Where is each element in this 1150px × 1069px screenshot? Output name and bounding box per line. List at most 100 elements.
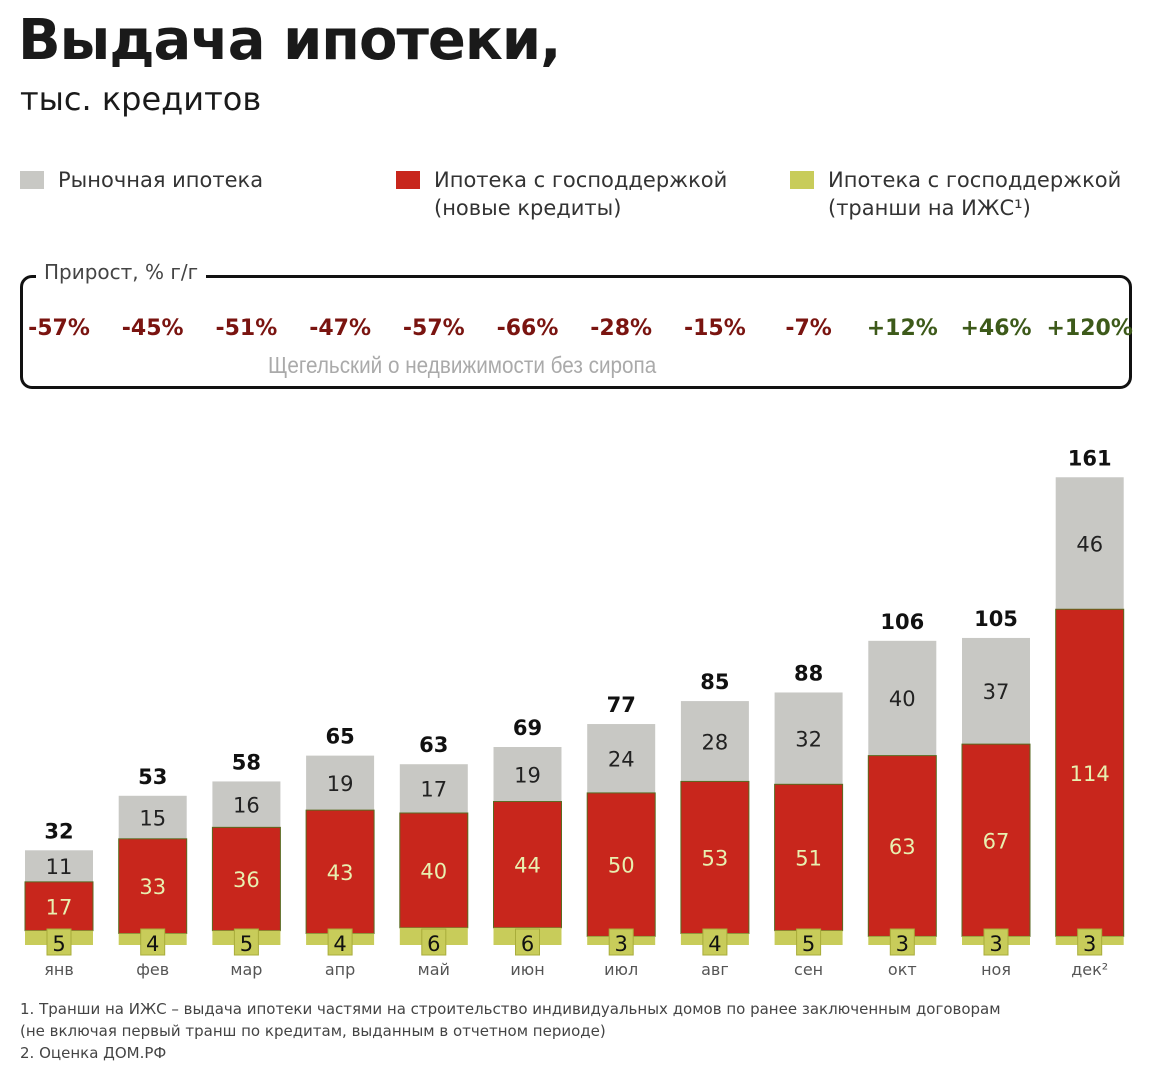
state-new-value: 67 [983,829,1010,853]
growth-value: +120% [1046,316,1133,341]
market-value: 17 [420,778,447,802]
bar-state-new [961,743,1031,937]
legend-label: Ипотека с господдержкой [828,168,1122,192]
market-value: 37 [983,680,1010,704]
tranche-value: 6 [427,932,440,956]
bar-market [774,692,843,785]
tranche-value: 3 [989,932,1002,956]
x-tick-label: апр [325,960,355,979]
bar-state-new [305,809,375,935]
state-new-value: 36 [233,868,260,892]
bar-market [868,640,937,756]
market-value: 32 [795,727,822,751]
total-value: 161 [1068,446,1112,470]
tranche-label-box [327,928,353,956]
market-value: 19 [327,772,354,796]
market-value: 28 [702,730,729,754]
bar-market [25,850,93,882]
state-new-value: 44 [514,854,541,878]
tranche-label-box [421,928,447,956]
bar-market [587,724,656,793]
footnote-1: 1. Транши на ИЖС – выдача ипотеки частям… [20,1000,1001,1018]
growth-value: -28% [590,316,653,341]
bar-state-new [774,783,844,932]
bar-state-new [1055,608,1125,937]
watermark: Щегельский о недвижимости без сиропа [268,352,657,378]
total-value: 69 [513,716,542,740]
tranche-label-box [233,928,259,956]
market-value: 11 [46,855,73,879]
bar-market [493,747,562,802]
state-new-value: 53 [702,846,729,870]
legend-label2: (новые кредиты) [434,196,622,220]
total-value: 88 [794,661,823,685]
tranche-value: 4 [333,932,346,956]
state-new-value: 17 [46,895,73,919]
x-tick-label: май [418,960,450,979]
total-value: 63 [419,733,448,757]
footnotes: 1. Транши на ИЖС – выдача ипотеки частям… [20,998,1001,1064]
x-tick-label: ноя [981,960,1011,979]
tranche-value: 3 [1083,932,1096,956]
x-tick-label: сен [794,960,823,979]
growth-box-label: Прирост, % г/г [36,260,207,284]
state-new-value: 40 [420,859,447,883]
tranche-value: 5 [802,932,815,956]
total-value: 77 [607,693,636,717]
market-value: 46 [1076,532,1103,556]
legend-label: Ипотека с господдержкой [434,168,728,192]
state-new-value: 43 [327,861,354,885]
bar-market [680,701,749,782]
market-value: 40 [889,687,916,711]
tranche-label-box [889,928,915,956]
tranche-label-box [608,928,634,956]
total-value: 105 [974,607,1018,631]
x-tick-label: фев [136,960,169,979]
tranche-value: 4 [708,932,721,956]
total-value: 106 [880,610,924,634]
market-value: 19 [514,763,541,787]
legend-swatch-state-new [396,171,420,189]
state-new-value: 51 [795,846,822,870]
tranche-value: 3 [896,932,909,956]
total-value: 85 [700,670,729,694]
bar-market [1055,477,1124,610]
x-tick-label: мар [230,960,262,979]
x-tick-label: июл [604,960,638,979]
tranche-value: 3 [615,932,628,956]
growth-value: -45% [121,316,184,341]
growth-value: -15% [683,316,746,341]
x-tick-label: авг [701,960,729,979]
bar-state-new [867,755,937,937]
chart-title: Выдача ипотеки, [18,8,561,73]
legend-state-tranches: Ипотека с господдержкой (транши на ИЖС¹) [790,166,1121,222]
state-new-value: 63 [889,835,916,859]
legend-swatch-market [20,171,44,189]
state-new-value: 33 [139,875,166,899]
bar-market [962,637,1030,745]
bar-market [306,755,375,811]
tranche-value: 5 [240,932,253,956]
bar-state-new [118,838,188,935]
tranche-label-box [796,928,822,956]
legend-label: Рыночная ипотека [58,168,264,192]
legend-swatch-tranches [790,171,814,189]
legend-label2: (транши на ИЖС¹) [828,196,1031,220]
legend-state-new: Ипотека с господдержкой (новые кредиты) [396,166,727,222]
bar-state-new [399,812,469,929]
tranche-value: 6 [521,932,534,956]
bar-market [399,764,468,813]
total-value: 32 [44,819,73,843]
market-value: 16 [233,793,260,817]
x-tick-label: июн [510,960,544,979]
x-tick-label: дек² [1071,960,1108,979]
bar-state-new [586,792,656,937]
growth-value: +46% [960,316,1032,341]
market-value: 15 [139,806,166,830]
state-new-value: 114 [1070,762,1110,786]
state-new-value: 50 [608,854,635,878]
growth-value: -57% [28,316,90,341]
market-value: 24 [608,747,635,771]
